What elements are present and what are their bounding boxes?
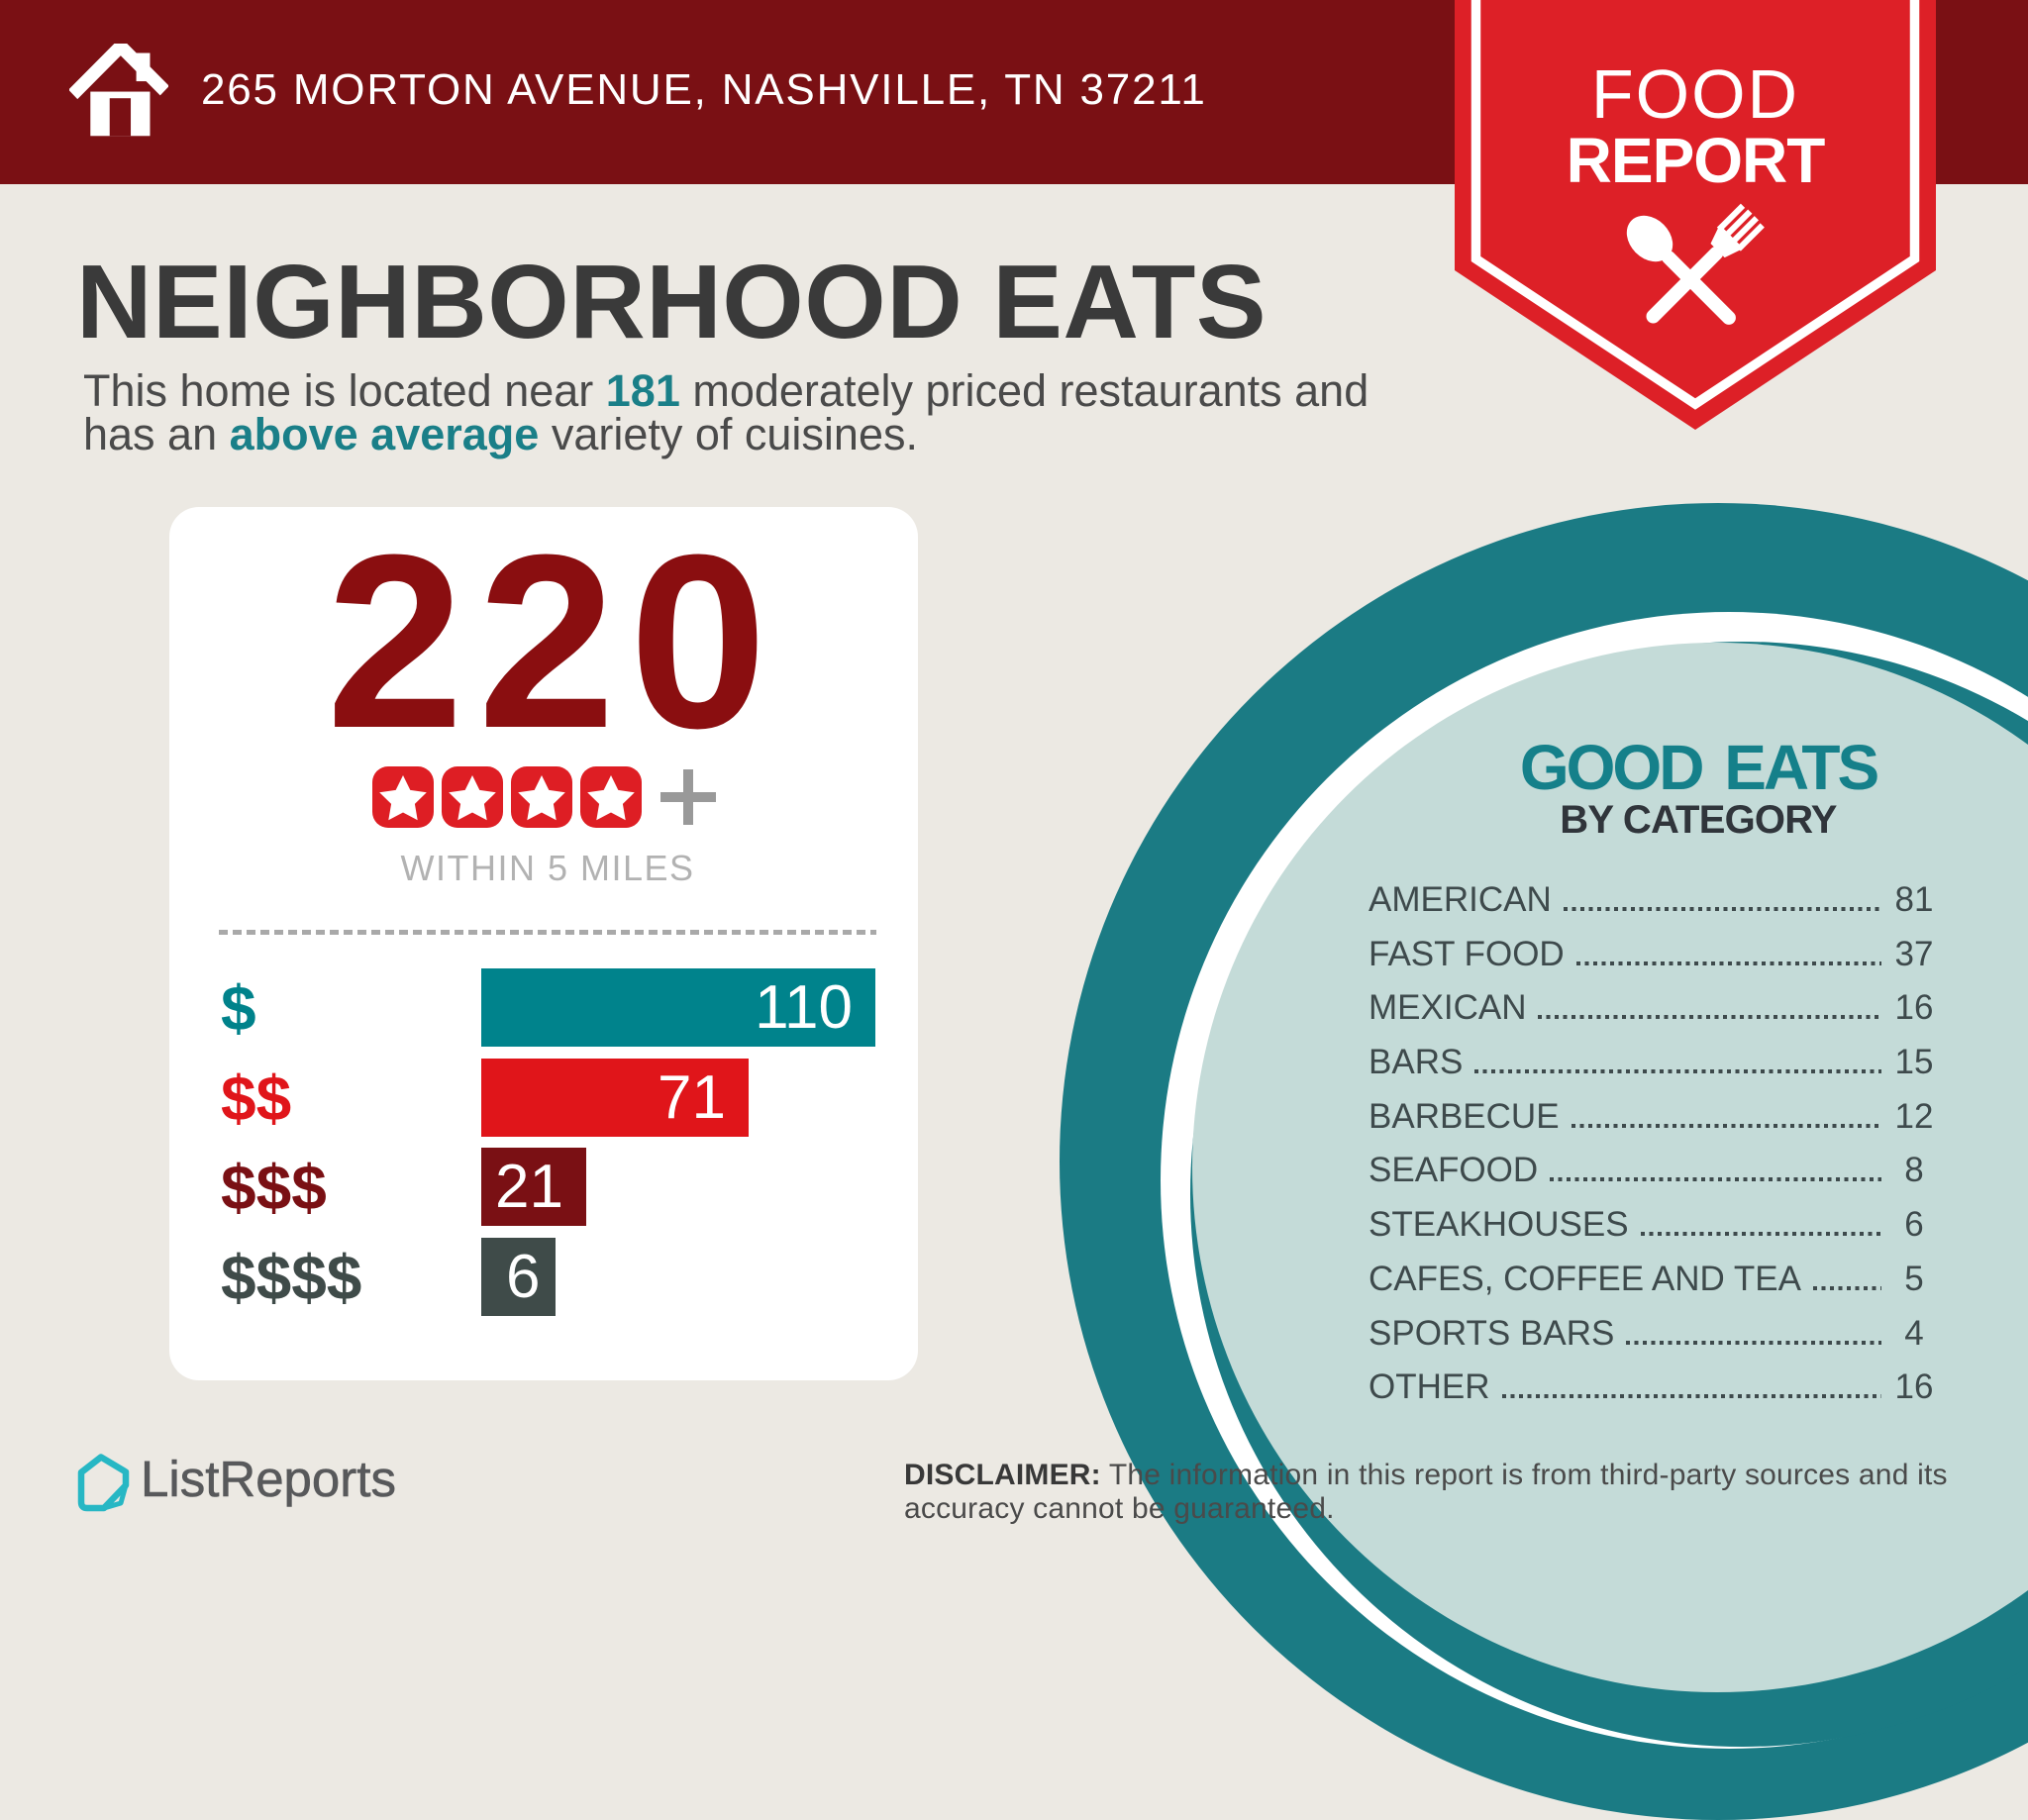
svg-text:FOOD: FOOD: [1591, 55, 1799, 133]
svg-text:REPORT: REPORT: [1567, 125, 1826, 196]
